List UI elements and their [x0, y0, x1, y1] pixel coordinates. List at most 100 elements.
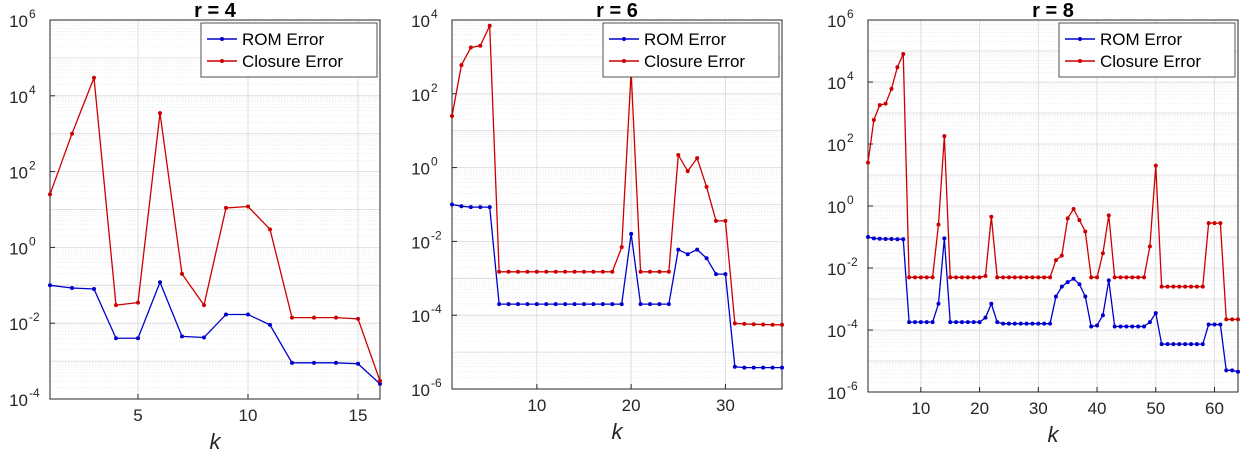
data-point [1048, 321, 1053, 326]
data-point [48, 283, 52, 288]
y-tick-exponent: 6 [847, 7, 854, 21]
data-point [92, 286, 96, 291]
data-point [995, 320, 1000, 325]
data-point [770, 322, 775, 327]
data-point [918, 275, 923, 280]
legend-entry: ROM Error [242, 30, 325, 49]
data-point [1118, 275, 1123, 280]
y-tick-label: 10 [9, 164, 28, 183]
data-point [770, 365, 775, 370]
data-point [1071, 207, 1076, 212]
data-point [1112, 275, 1117, 280]
data-point [989, 214, 994, 219]
legend-entry: ROM Error [1100, 30, 1183, 49]
data-point [1230, 317, 1235, 322]
x-axis-label: k [612, 419, 624, 444]
data-point [450, 114, 454, 119]
data-point [1089, 275, 1094, 280]
chart-title: r = 6 [596, 0, 638, 22]
data-point [657, 269, 662, 274]
data-point [478, 205, 483, 210]
data-point [1001, 321, 1006, 326]
data-point [468, 45, 473, 50]
data-point [1147, 320, 1152, 325]
data-point [202, 303, 206, 308]
data-point [629, 231, 634, 236]
data-point [619, 302, 624, 307]
data-point [516, 302, 520, 307]
legend: ROM Error Closure Error [602, 22, 780, 78]
data-point [563, 269, 568, 274]
data-point [290, 315, 294, 320]
y-tick-exponent: -2 [431, 228, 442, 242]
data-point [977, 320, 982, 325]
data-point [676, 247, 681, 252]
x-tick-label: 30 [1029, 399, 1048, 418]
series-1 [866, 52, 1240, 322]
data-point [1165, 284, 1170, 289]
data-point [1095, 323, 1100, 328]
data-point [889, 86, 894, 91]
data-point [525, 302, 530, 307]
x-tick-label: 10 [239, 406, 258, 425]
data-point [114, 303, 118, 308]
data-point [1236, 317, 1240, 322]
data-point [965, 275, 970, 280]
data-point [1118, 324, 1123, 329]
data-point [971, 320, 976, 325]
data-point [450, 202, 454, 207]
data-point [1006, 321, 1011, 326]
data-point [666, 302, 671, 307]
data-point [930, 320, 935, 325]
data-point [1153, 311, 1158, 316]
data-point [895, 65, 900, 70]
legend: ROM Error Closure Error [200, 22, 378, 78]
data-point [487, 23, 492, 28]
y-tick-label: 10 [411, 307, 430, 326]
y-tick-label: 10 [9, 391, 28, 410]
data-point [907, 275, 912, 280]
data-point [704, 256, 709, 261]
data-point [732, 321, 737, 326]
x-tick-label: 15 [349, 406, 368, 425]
x-tick-label: 20 [622, 396, 641, 415]
y-tick-exponent: -4 [29, 386, 40, 400]
data-point [378, 378, 382, 383]
data-point [924, 320, 929, 325]
legend-box [200, 22, 378, 78]
data-point [356, 361, 360, 366]
data-point [895, 237, 900, 242]
data-point [1059, 253, 1064, 258]
data-point [912, 275, 917, 280]
data-point [1042, 321, 1047, 326]
y-tick-exponent: -2 [847, 255, 858, 269]
data-point [1106, 213, 1111, 218]
data-point [610, 302, 615, 307]
data-point [1206, 221, 1211, 226]
data-point [959, 320, 964, 325]
series-0 [450, 202, 784, 370]
data-point [1083, 294, 1088, 299]
data-point [506, 302, 511, 307]
data-point [1159, 284, 1164, 289]
legend-box [602, 22, 780, 78]
data-point [334, 315, 338, 320]
data-point [1194, 284, 1199, 289]
series-0 [48, 280, 382, 386]
x-tick-label: 40 [1088, 399, 1107, 418]
data-point [70, 285, 74, 290]
data-point [202, 335, 206, 340]
data-point [1177, 284, 1182, 289]
data-point [1153, 163, 1158, 168]
x-tick-label: 10 [911, 399, 930, 418]
data-point [356, 316, 360, 321]
legend-entry: Closure Error [242, 52, 343, 71]
data-point [312, 360, 316, 365]
series-line [867, 53, 1238, 321]
data-point [971, 275, 976, 280]
x-tick-label: 60 [1205, 399, 1224, 418]
data-point [1183, 284, 1188, 289]
data-point [158, 111, 162, 116]
data-point [114, 336, 118, 341]
